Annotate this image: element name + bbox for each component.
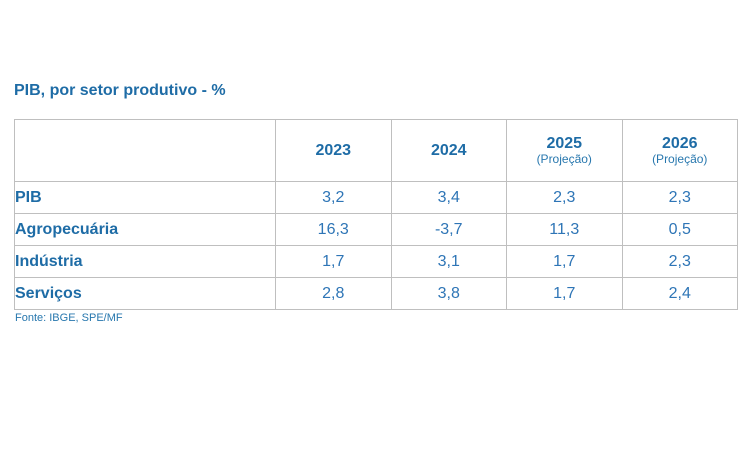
cell-value: -3,7 [390, 213, 507, 246]
row-label: Serviços [14, 277, 276, 310]
column-header-2023: 2023 [275, 119, 392, 182]
year-label: 2023 [315, 141, 352, 159]
cell-value: 3,8 [390, 277, 507, 310]
cell-value: 2,4 [621, 277, 738, 310]
projection-note: (Projeção) [652, 152, 708, 167]
cell-value: 11,3 [506, 213, 623, 246]
table-row-agropecuaria: Agropecuária 16,3 -3,7 11,3 0,5 [14, 213, 738, 246]
cell-value: 1,7 [506, 245, 623, 278]
table-row-pib: PIB 3,2 3,4 2,3 2,3 [14, 181, 738, 214]
pib-table: 2023 2024 2025 (Projeção) 2026 (Projeção… [14, 119, 738, 310]
cell-value: 3,1 [390, 245, 507, 278]
column-header-2025: 2025 (Projeção) [506, 119, 623, 182]
row-label: Indústria [14, 245, 276, 278]
cell-value: 2,8 [275, 277, 392, 310]
cell-value: 2,3 [621, 245, 738, 278]
cell-value: 0,5 [621, 213, 738, 246]
year-label: 2026 [661, 135, 698, 152]
table-header-row: 2023 2024 2025 (Projeção) 2026 (Projeção… [14, 119, 738, 182]
corner-cell [14, 119, 276, 182]
page-title: PIB, por setor produtivo - % [14, 82, 226, 99]
cell-value: 1,7 [275, 245, 392, 278]
source-note: Fonte: IBGE, SPE/MF [15, 312, 123, 324]
table-row-industria: Indústria 1,7 3,1 1,7 2,3 [14, 245, 738, 278]
cell-value: 3,2 [275, 181, 392, 214]
cell-value: 1,7 [506, 277, 623, 310]
cell-value: 16,3 [275, 213, 392, 246]
row-label: Agropecuária [14, 213, 276, 246]
column-header-2026: 2026 (Projeção) [621, 119, 738, 182]
projection-note: (Projeção) [536, 152, 592, 167]
cell-value: 2,3 [621, 181, 738, 214]
row-label: PIB [14, 181, 276, 214]
table-row-servicos: Serviços 2,8 3,8 1,7 2,4 [14, 277, 738, 310]
column-header-2024: 2024 [390, 119, 507, 182]
year-label: 2025 [546, 135, 583, 152]
year-label: 2024 [430, 141, 467, 159]
cell-value: 3,4 [390, 181, 507, 214]
cell-value: 2,3 [506, 181, 623, 214]
